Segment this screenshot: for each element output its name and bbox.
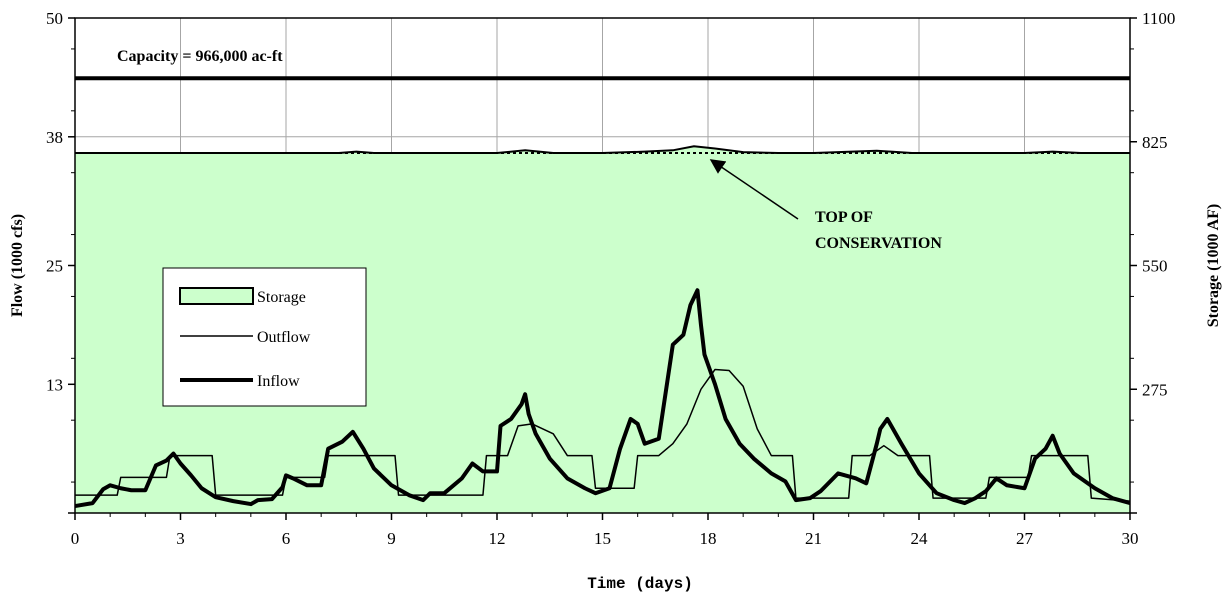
legend-storage-swatch	[179, 287, 254, 305]
x-tick-label: 12	[489, 529, 506, 548]
y-right-axis-title: Storage (1000 AF)	[1205, 204, 1222, 328]
storage-area	[75, 146, 1130, 513]
x-tick-label: 27	[1016, 529, 1034, 548]
conservation-arrow	[709, 159, 799, 220]
capacity-label: Capacity = 966,000 ac-ft	[117, 48, 283, 65]
y-right-tick-label: 550	[1142, 257, 1168, 276]
x-tick-label: 6	[282, 529, 291, 548]
conservation-label-line-2: CONSERVATION	[815, 235, 942, 252]
y-right-tick-label: 1100	[1142, 9, 1175, 28]
x-tick-label: 30	[1122, 529, 1139, 548]
x-tick-label: 24	[911, 529, 929, 548]
y-right-tick-label: 825	[1142, 133, 1168, 152]
x-tick-label: 3	[176, 529, 185, 548]
y-left-tick-label: 50	[46, 9, 63, 28]
legend-storage-label: Storage	[257, 289, 306, 306]
x-tick-label: 18	[700, 529, 717, 548]
y-left-axis-title: Flow (1000 cfs)	[9, 214, 26, 317]
x-tick-label: 0	[71, 529, 80, 548]
legend-outflow-label: Outflow	[257, 329, 311, 346]
x-axis-title: Time (days)	[587, 575, 693, 593]
x-tick-label: 15	[594, 529, 611, 548]
y-left-tick-label: 25	[46, 257, 63, 276]
y-right-tick-label: 275	[1142, 380, 1168, 399]
conservation-label-line-1: TOP OF	[815, 209, 873, 226]
inflow-line	[74, 288, 1131, 509]
y-left-tick-label: 38	[46, 128, 63, 147]
x-tick-label: 9	[387, 529, 396, 548]
x-tick-label: 21	[805, 529, 822, 548]
legend-inflow-label: Inflow	[257, 373, 300, 390]
y-left-tick-label: 13	[46, 375, 63, 394]
